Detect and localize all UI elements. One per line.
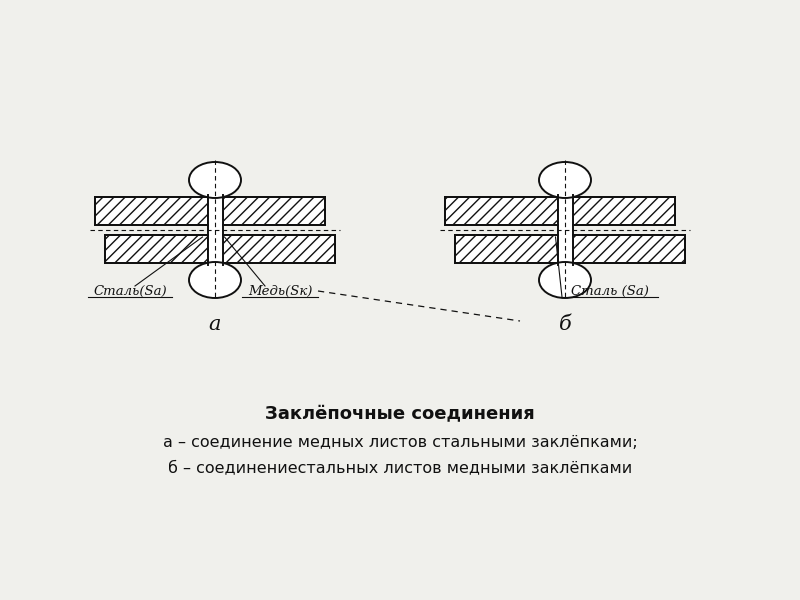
Bar bbox=[455, 235, 558, 263]
Bar bbox=[207, 195, 222, 265]
Text: а: а bbox=[209, 315, 222, 334]
Text: Заклёпочные соединения: Заклёпочные соединения bbox=[265, 405, 535, 423]
Bar bbox=[558, 195, 573, 265]
Ellipse shape bbox=[189, 162, 241, 198]
Bar bbox=[445, 197, 558, 225]
Bar bbox=[222, 197, 325, 225]
Bar bbox=[105, 235, 207, 263]
Text: Медь(Sк): Медь(Sк) bbox=[248, 285, 312, 298]
Text: а – соединение медных листов стальными заклёпками;: а – соединение медных листов стальными з… bbox=[162, 435, 638, 450]
Ellipse shape bbox=[539, 262, 591, 298]
Bar bbox=[573, 235, 685, 263]
Text: б: б bbox=[558, 315, 571, 334]
Ellipse shape bbox=[189, 262, 241, 298]
Text: Сталь (Sа): Сталь (Sа) bbox=[571, 285, 649, 298]
Ellipse shape bbox=[539, 162, 591, 198]
Text: Сталь(Sа): Сталь(Sа) bbox=[93, 285, 167, 298]
Bar bbox=[573, 197, 675, 225]
Text: б – соединениестальных листов медными заклёпками: б – соединениестальных листов медными за… bbox=[168, 460, 632, 475]
Bar bbox=[95, 197, 207, 225]
Bar bbox=[222, 235, 335, 263]
